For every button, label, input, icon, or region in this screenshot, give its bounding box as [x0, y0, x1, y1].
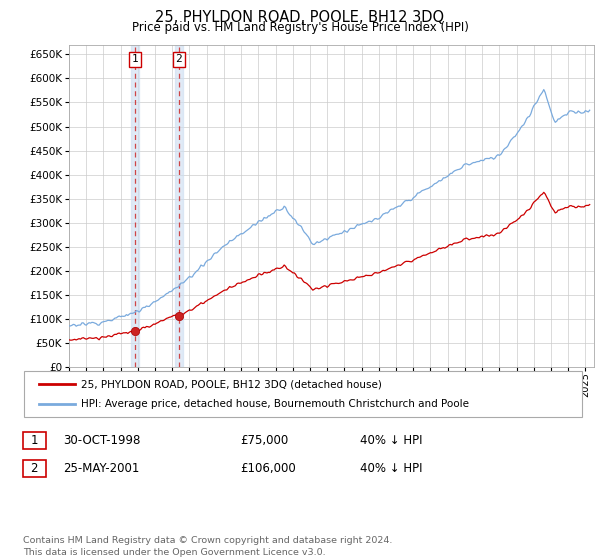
Text: 25, PHYLDON ROAD, POOLE, BH12 3DQ (detached house): 25, PHYLDON ROAD, POOLE, BH12 3DQ (detac… [81, 379, 382, 389]
Text: £75,000: £75,000 [240, 434, 288, 447]
Text: 2: 2 [31, 462, 38, 475]
Text: 40% ↓ HPI: 40% ↓ HPI [360, 434, 422, 447]
Text: 25-MAY-2001: 25-MAY-2001 [63, 462, 139, 475]
Text: 2: 2 [176, 54, 182, 64]
Text: 1: 1 [31, 434, 38, 447]
Text: Contains HM Land Registry data © Crown copyright and database right 2024.
This d: Contains HM Land Registry data © Crown c… [23, 536, 392, 557]
Text: 30-OCT-1998: 30-OCT-1998 [63, 434, 140, 447]
Text: Price paid vs. HM Land Registry's House Price Index (HPI): Price paid vs. HM Land Registry's House … [131, 21, 469, 34]
Text: 1: 1 [131, 54, 139, 64]
Text: 25, PHYLDON ROAD, POOLE, BH12 3DQ: 25, PHYLDON ROAD, POOLE, BH12 3DQ [155, 10, 445, 25]
Bar [175, 45, 183, 367]
Text: 40% ↓ HPI: 40% ↓ HPI [360, 462, 422, 475]
Bar [131, 45, 139, 367]
Text: HPI: Average price, detached house, Bournemouth Christchurch and Poole: HPI: Average price, detached house, Bour… [81, 399, 469, 409]
Text: £106,000: £106,000 [240, 462, 296, 475]
